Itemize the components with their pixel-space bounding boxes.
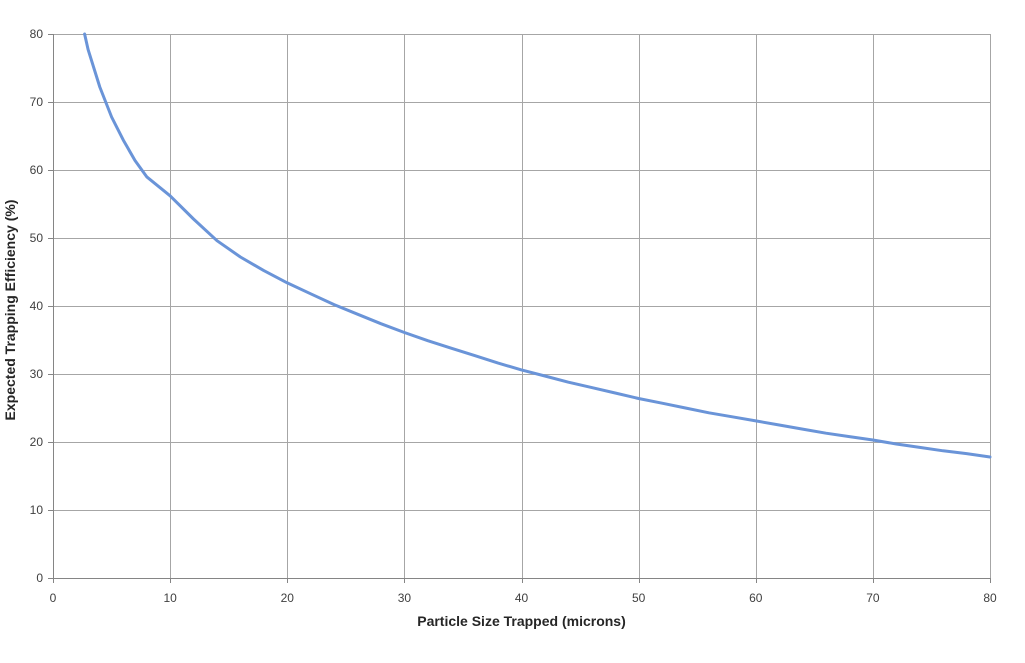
y-tick-label: 60 [30,163,44,177]
y-tick-label: 0 [36,571,43,585]
x-tick-label: 40 [515,591,529,605]
x-axis-title: Particle Size Trapped (microns) [417,613,626,629]
y-tick-label: 40 [30,299,44,313]
y-tick-label: 20 [30,435,44,449]
label-layer: 0 10 20 30 40 50 60 70 80 0 10 20 30 40 50 60 70 80 [30,27,997,605]
series-layer [83,32,992,459]
y-tick-label: 10 [30,503,44,517]
y-tick-label: 70 [30,95,44,109]
y-tick-label: 30 [30,367,44,381]
y-axis-title: Expected Trapping Efficiency (%) [2,200,18,421]
x-tick-label: 20 [281,591,295,605]
y-tick-label: 50 [30,231,44,245]
x-tick-label: 30 [398,591,412,605]
axis-layer [48,34,991,583]
grid-layer [53,34,991,578]
x-tick-label: 0 [50,591,57,605]
series-line [83,32,992,459]
x-tick-label: 70 [866,591,880,605]
x-tick-label: 50 [632,591,646,605]
x-tick-label: 10 [163,591,177,605]
x-tick-label: 80 [983,591,997,605]
x-tick-label: 60 [749,591,763,605]
y-tick-label: 80 [30,27,44,41]
